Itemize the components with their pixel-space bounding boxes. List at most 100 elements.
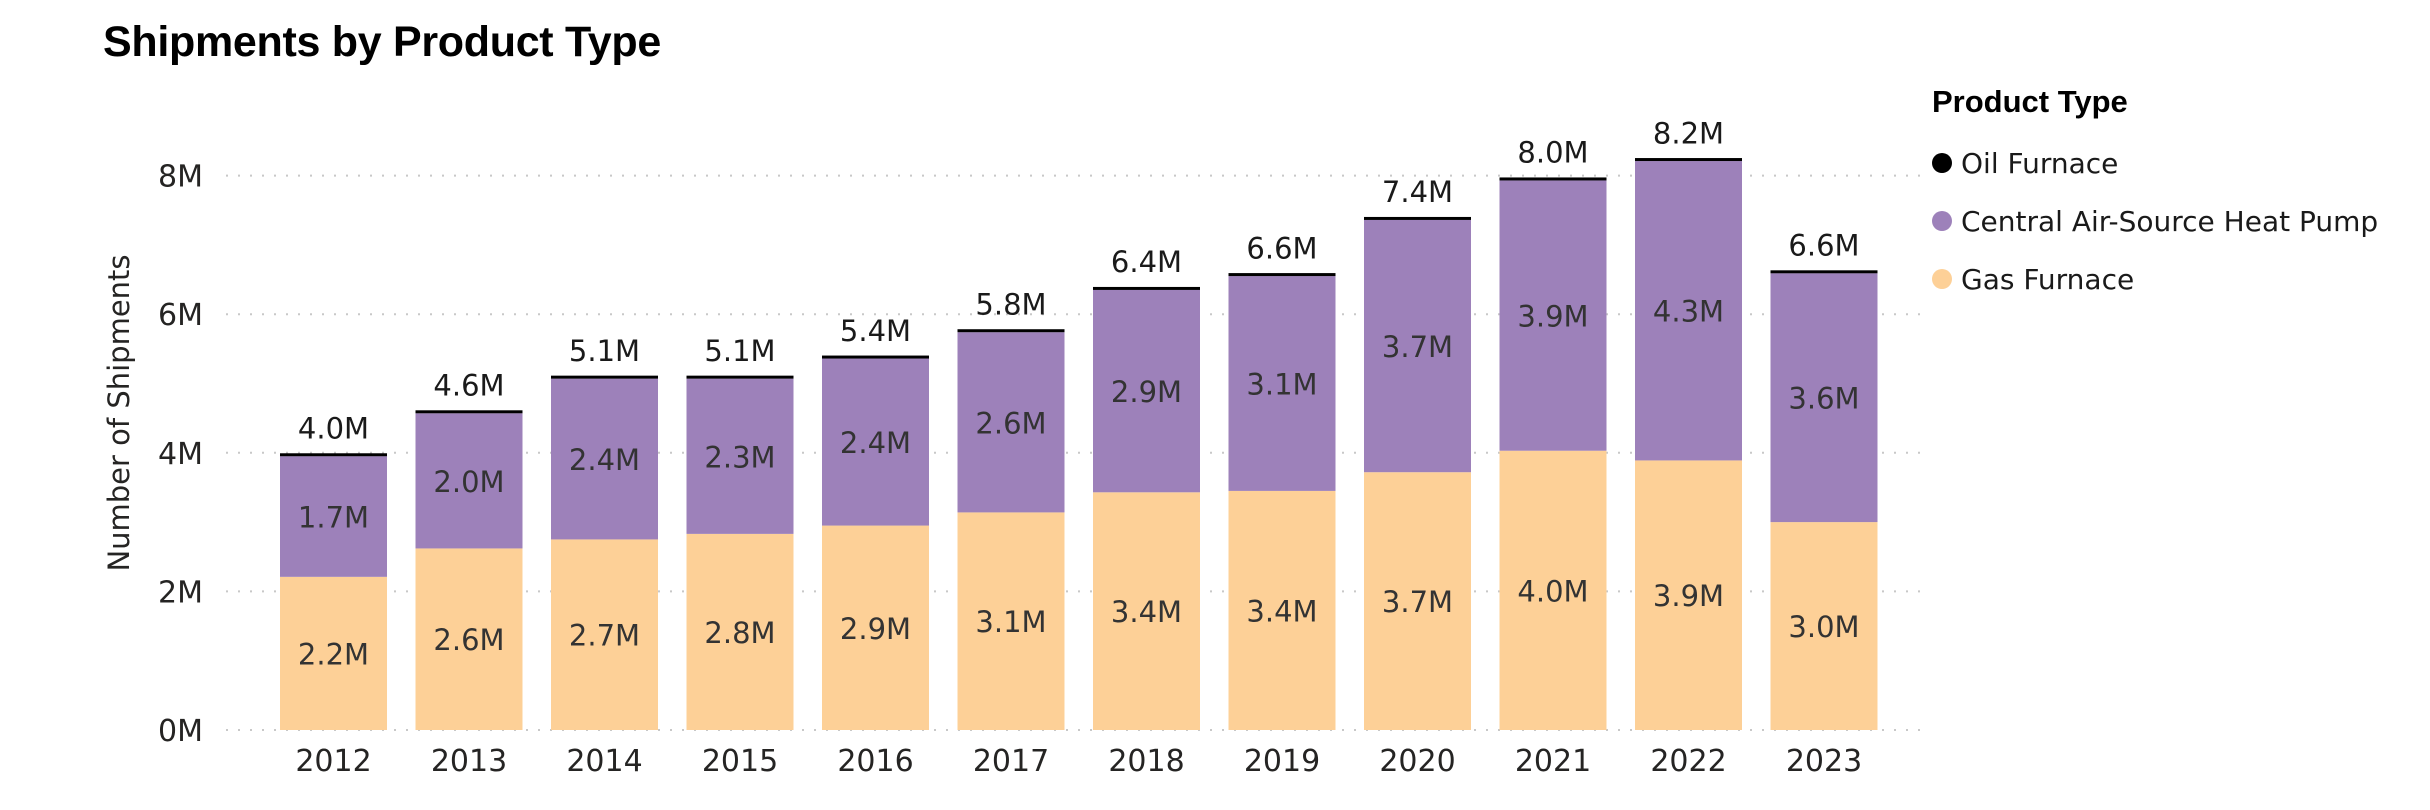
bar-segment-central-air-source-heat-pump	[1499, 180, 1607, 451]
data-label: 3.7M	[1382, 330, 1453, 364]
bar-segment-gas-furnace	[1770, 522, 1878, 730]
x-tick-label: 2018	[1108, 744, 1184, 779]
x-tick-label: 2016	[837, 744, 913, 779]
total-label: 5.1M	[569, 334, 640, 368]
bar-segment-gas-furnace	[1635, 460, 1742, 730]
data-label: 3.1M	[1246, 368, 1317, 402]
legend-item-gas-furnace[interactable]: Gas Furnace	[1932, 250, 2378, 308]
total-label: 4.6M	[433, 369, 504, 403]
data-label: 1.7M	[298, 501, 369, 535]
bar-segment-oil-furnace	[957, 329, 1065, 333]
legend-dot-icon	[1932, 269, 1952, 289]
bar-segment-oil-furnace	[1770, 270, 1878, 274]
legend-title: Product Type	[1932, 84, 2128, 119]
bars	[280, 158, 1878, 730]
x-tick-label: 2023	[1786, 744, 1862, 779]
total-label: 5.8M	[975, 287, 1046, 321]
x-axis-ticks: 2012 2013 2014 2015 2016 2017 2018 2019 2020 2021…	[295, 744, 1862, 779]
data-label: 2.3M	[704, 440, 775, 474]
data-label: 3.9M	[1517, 300, 1588, 334]
legend-label: Oil Furnace	[1961, 146, 2119, 180]
bar-segment-oil-furnace	[280, 453, 387, 457]
bar-segment-central-air-source-heat-pump	[551, 378, 658, 540]
bar-segment-gas-furnace	[1093, 492, 1200, 730]
total-label: 6.4M	[1111, 245, 1182, 279]
bar-segment-oil-furnace	[1635, 158, 1742, 162]
bar-segment-central-air-source-heat-pump	[1770, 273, 1878, 523]
total-label: 7.4M	[1382, 175, 1453, 209]
bar-segment-oil-furnace	[551, 375, 658, 379]
bar-segment-central-air-source-heat-pump	[1093, 289, 1200, 493]
total-label: 5.4M	[840, 314, 911, 348]
total-label: 5.1M	[704, 334, 775, 368]
legend-item-heat-pump[interactable]: Central Air-Source Heat Pump	[1932, 192, 2378, 250]
total-label: 4.0M	[298, 411, 369, 445]
x-tick-label: 2014	[566, 744, 642, 779]
bar-segment-oil-furnace	[415, 410, 523, 414]
data-label: 2.4M	[840, 426, 911, 460]
bar-segment-gas-furnace	[957, 512, 1065, 730]
bar-segment-gas-furnace	[280, 576, 387, 730]
x-tick-label: 2013	[431, 744, 507, 779]
data-label: 4.0M	[1517, 574, 1588, 608]
data-label: 2.6M	[975, 406, 1046, 440]
y-axis-ticks: 0M 2M 4M 6M 8M	[158, 160, 203, 749]
y-tick-label: 8M	[158, 160, 203, 195]
bar-segment-gas-furnace	[415, 548, 523, 730]
data-label: 2.7M	[569, 619, 640, 653]
data-label: 2.8M	[704, 616, 775, 650]
data-label: 3.1M	[975, 605, 1046, 639]
data-label: 3.6M	[1788, 382, 1859, 416]
data-label: 3.9M	[1653, 579, 1724, 613]
bar-segment-oil-furnace	[1499, 177, 1607, 181]
data-label: 2.9M	[1111, 375, 1182, 409]
data-label: 3.4M	[1246, 594, 1317, 628]
y-tick-label: 0M	[158, 714, 203, 749]
legend-label: Central Air-Source Heat Pump	[1961, 204, 2379, 238]
x-tick-label: 2021	[1515, 744, 1591, 779]
bar-segment-oil-furnace	[1228, 273, 1336, 277]
bar-segment-central-air-source-heat-pump	[822, 358, 929, 526]
y-tick-label: 6M	[158, 298, 203, 333]
bar-segment-gas-furnace	[1364, 472, 1471, 730]
bar-segment-central-air-source-heat-pump	[686, 378, 794, 534]
total-label: 6.6M	[1246, 231, 1317, 265]
data-label: 3.7M	[1382, 585, 1453, 619]
x-tick-label: 2012	[295, 744, 371, 779]
data-label: 3.0M	[1788, 610, 1859, 644]
total-label: 8.2M	[1653, 116, 1724, 150]
x-tick-label: 2020	[1379, 744, 1455, 779]
bar-segment-oil-furnace	[1093, 286, 1200, 290]
x-tick-label: 2015	[702, 744, 778, 779]
bar-segment-central-air-source-heat-pump	[280, 456, 387, 577]
bar-segment-central-air-source-heat-pump	[1364, 219, 1471, 473]
chart-title: Shipments by Product Type	[103, 18, 661, 66]
total-label: 6.6M	[1788, 229, 1859, 263]
legend-dot-icon	[1932, 211, 1952, 231]
legend-label: Gas Furnace	[1961, 262, 2135, 296]
bar-segment-gas-furnace	[1499, 450, 1607, 730]
legend-item-oil-furnace[interactable]: Oil Furnace	[1932, 134, 2378, 192]
bar-segment-central-air-source-heat-pump	[1228, 276, 1336, 491]
bar-segment-oil-furnace	[686, 375, 794, 379]
bar-segment-oil-furnace	[1364, 216, 1471, 220]
total-label: 8.0M	[1517, 136, 1588, 170]
x-tick-label: 2019	[1244, 744, 1320, 779]
y-tick-label: 2M	[158, 575, 203, 610]
bar-segment-gas-furnace	[822, 525, 929, 730]
bar-segment-gas-furnace	[1228, 490, 1336, 730]
x-tick-label: 2017	[973, 744, 1049, 779]
data-label: 2.6M	[433, 623, 504, 657]
y-tick-label: 4M	[158, 437, 203, 472]
bar-segment-central-air-source-heat-pump	[957, 332, 1065, 513]
data-label: 3.4M	[1111, 595, 1182, 629]
data-label: 2.2M	[298, 637, 369, 671]
y-axis-title: Number of Shipments	[102, 254, 136, 571]
bar-segment-central-air-source-heat-pump	[415, 413, 523, 549]
bar-segment-gas-furnace	[686, 533, 794, 730]
legend: Product Type Oil Furnace Central Air-Sou…	[1932, 84, 2378, 308]
bar-segment-central-air-source-heat-pump	[1635, 161, 1742, 461]
bar-segment-gas-furnace	[551, 539, 658, 730]
x-tick-label: 2022	[1650, 744, 1726, 779]
data-label: 2.0M	[433, 465, 504, 499]
